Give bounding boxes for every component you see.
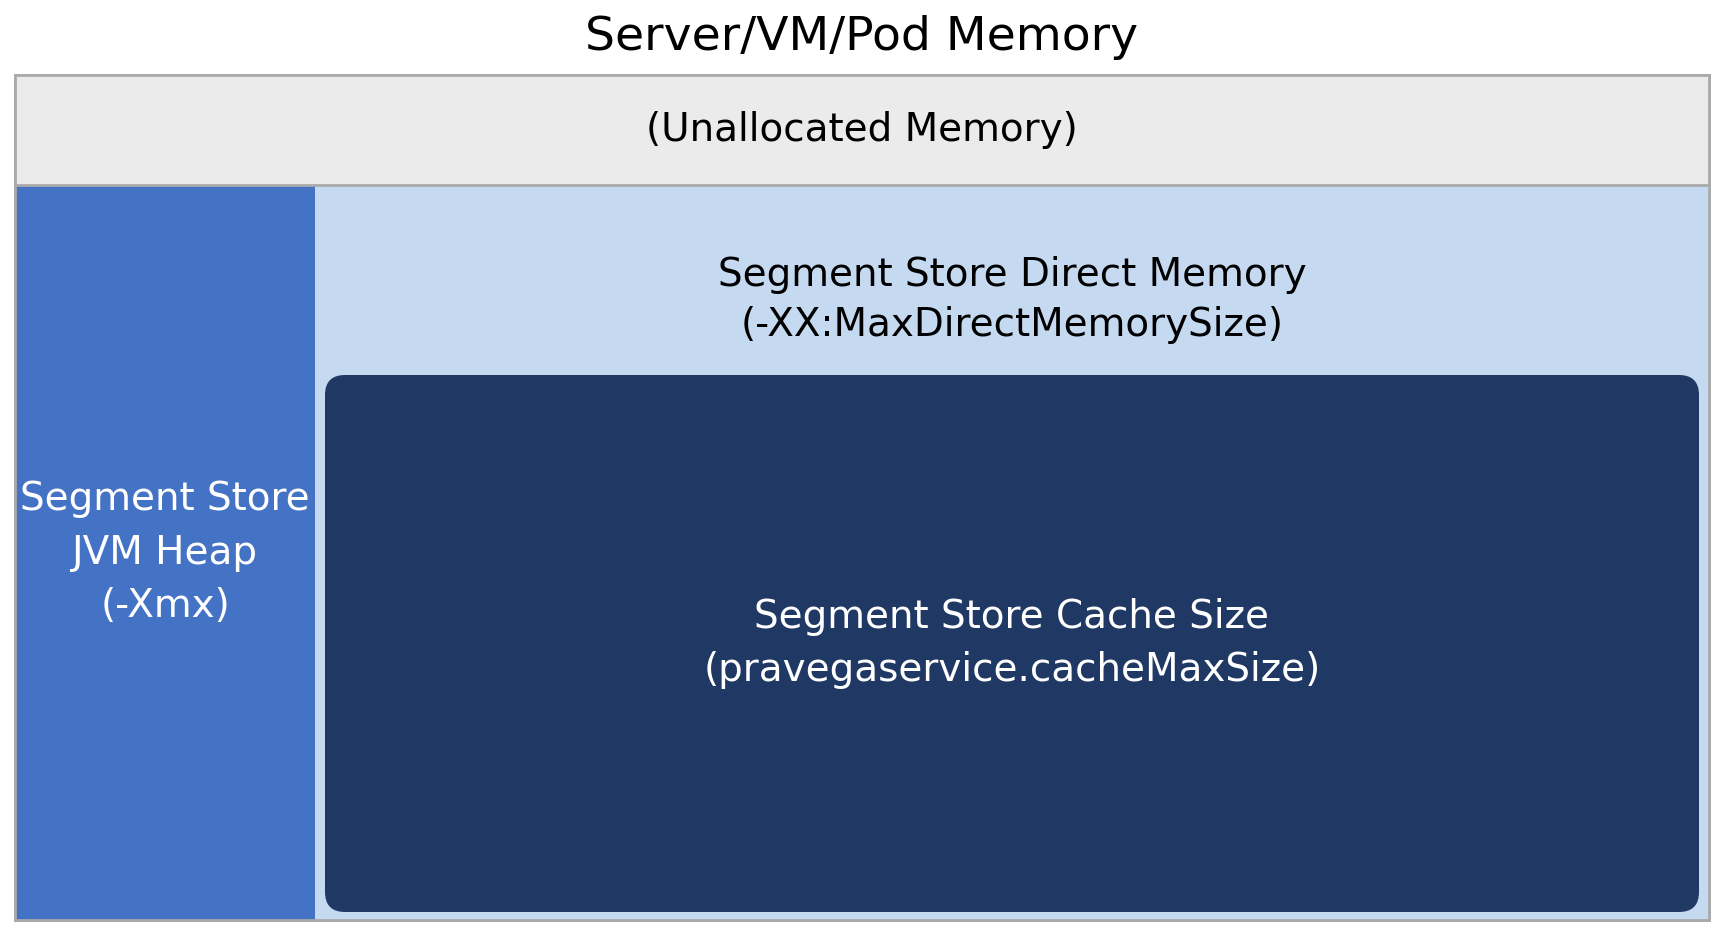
Text: Segment Store Direct Memory
(-XX:MaxDirectMemorySize): Segment Store Direct Memory (-XX:MaxDire… xyxy=(717,256,1306,344)
FancyBboxPatch shape xyxy=(16,75,1707,185)
FancyBboxPatch shape xyxy=(16,185,315,920)
FancyBboxPatch shape xyxy=(16,75,1707,920)
Text: Server/VM/Pod Memory: Server/VM/Pod Memory xyxy=(586,15,1137,60)
Text: Segment Store
JVM Heap
(-Xmx): Segment Store JVM Heap (-Xmx) xyxy=(21,480,310,624)
FancyBboxPatch shape xyxy=(315,185,1707,920)
FancyBboxPatch shape xyxy=(326,375,1697,912)
Text: (Unallocated Memory): (Unallocated Memory) xyxy=(646,111,1077,149)
Text: Segment Store Cache Size
(pravegaservice.cacheMaxSize): Segment Store Cache Size (pravegaservice… xyxy=(703,598,1320,689)
